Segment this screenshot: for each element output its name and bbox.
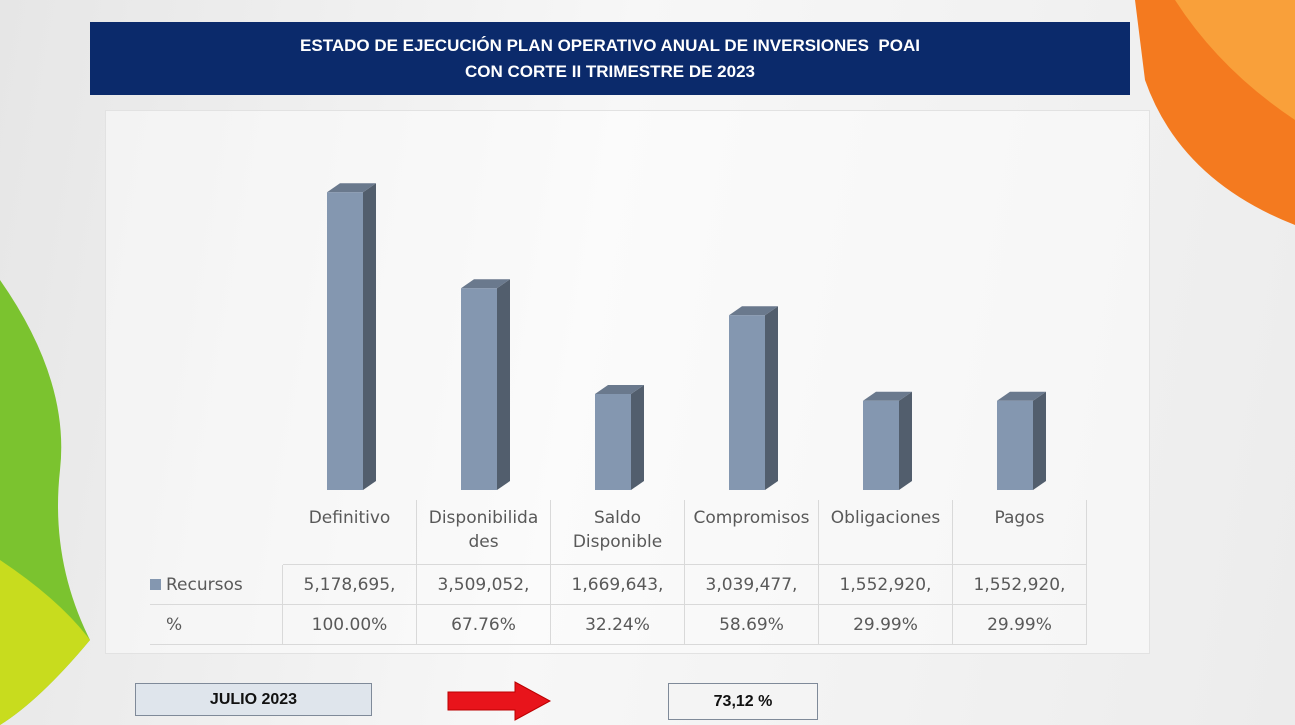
legend-swatch [150,579,161,590]
plot-area [105,110,1150,654]
bar-top [863,391,912,401]
value-label: 1,552,920, [819,565,953,605]
bar-top [729,306,778,316]
value-label: 67.76% [417,605,551,645]
bar-front [327,192,363,490]
bar-side [765,306,778,490]
legend-label: % [166,615,183,635]
value-label: 5,178,695, [283,565,417,605]
legend-entry: % [150,605,283,645]
category-label: Saldo Disponible [551,500,685,565]
category-label: Definitivo [283,500,417,565]
category-label: Compromisos [685,500,819,565]
value-label: 1,552,920, [953,565,1087,605]
value-label: 3,509,052, [417,565,551,605]
bar-side [631,384,644,490]
category-label: Pagos [953,500,1087,565]
orange-shape-light [1175,0,1295,120]
bar-top [997,391,1046,401]
bar-side [363,183,376,490]
bar-front [729,315,765,490]
period-box: JULIO 2023 [135,683,372,716]
bar-top [595,384,644,394]
bar-top [461,279,510,289]
total-box: 73,12 % [668,683,818,720]
legend-entry: Recursos [150,565,283,605]
chart-title: ESTADO DE EJECUCIÓN PLAN OPERATIVO ANUAL… [300,35,920,55]
value-label: 29.99% [953,605,1087,645]
arrow [447,681,552,721]
legend-label: Recursos [166,575,243,595]
value-label: 100.00% [283,605,417,645]
bar-side [899,391,912,490]
bar [327,183,376,490]
chart-subtitle: CON CORTE II TRIMESTRE DE 2023 [465,61,755,81]
bar [863,391,912,490]
value-label: 1,669,643, [551,565,685,605]
title-bar: ESTADO DE EJECUCIÓN PLAN OPERATIVO ANUAL… [90,22,1130,95]
bar-front [863,400,899,490]
bar-front [595,393,631,490]
category-label: Obligaciones [819,500,953,565]
bar [997,391,1046,490]
bar [595,384,644,490]
value-label: 3,039,477, [685,565,819,605]
bar [461,279,510,490]
bar-front [461,288,497,490]
category-label: Disponibilidades [417,500,551,565]
value-label: 58.69% [685,605,819,645]
bar-side [1033,391,1046,490]
arrow-shape [447,681,552,721]
bar-side [497,279,510,490]
yellow-shape [0,560,90,725]
value-label: 32.24% [551,605,685,645]
bar-front [997,400,1033,490]
value-label: 29.99% [819,605,953,645]
bar-top [327,183,376,193]
bar [729,306,778,490]
